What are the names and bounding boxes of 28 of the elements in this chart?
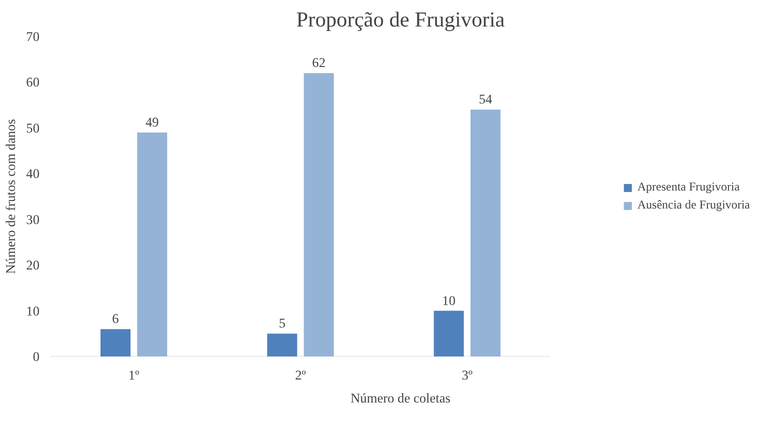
bar xyxy=(434,310,464,356)
data-label: 10 xyxy=(442,292,456,308)
y-tick-label: 70 xyxy=(26,29,40,44)
y-tick-label: 0 xyxy=(32,349,40,364)
bar xyxy=(137,132,168,356)
y-tick-label: 30 xyxy=(26,212,40,227)
data-label: 49 xyxy=(146,114,160,130)
y-tick-label: 20 xyxy=(26,258,40,273)
data-label: 6 xyxy=(112,311,120,326)
data-label: 62 xyxy=(312,55,326,70)
legend-label: Ausência de Frugivoria xyxy=(637,198,750,212)
data-label: 5 xyxy=(278,316,286,331)
chart-title: Proporção de Frugivoria xyxy=(296,8,506,32)
bar xyxy=(304,73,334,356)
bar xyxy=(470,110,500,356)
y-tick-label: 10 xyxy=(26,303,40,318)
x-tick-label: 1º xyxy=(128,368,140,382)
bar xyxy=(267,334,298,356)
x-tick-label: 3º xyxy=(462,368,473,382)
y-tick-label: 50 xyxy=(26,120,40,136)
x-axis-title: Número de coletas xyxy=(350,390,450,406)
y-tick-label: 60 xyxy=(26,74,40,90)
y-axis-title: Número de frutos com danos xyxy=(3,119,18,274)
y-tick-label: 40 xyxy=(26,166,40,182)
x-tick-label: 2º xyxy=(295,368,306,382)
bar xyxy=(100,329,130,356)
legend-label: Apresenta Frugivoria xyxy=(637,180,740,194)
data-label: 54 xyxy=(478,92,492,107)
